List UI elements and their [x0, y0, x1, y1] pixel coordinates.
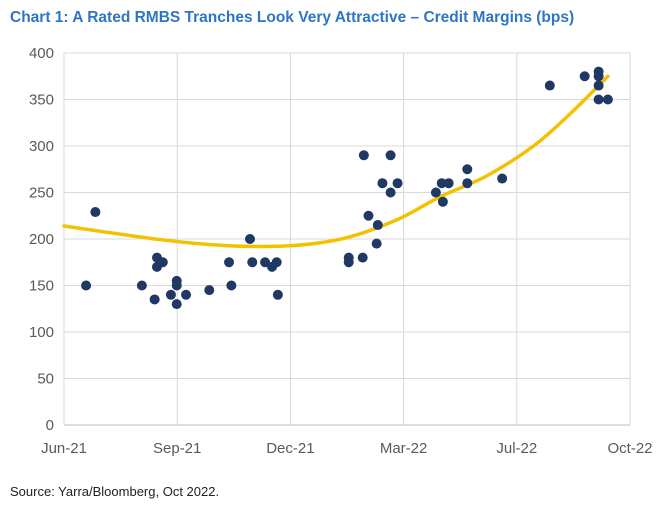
data-point: [462, 178, 473, 189]
data-point: [357, 252, 368, 263]
y-tick-label: 200: [29, 231, 54, 248]
y-tick-label: 250: [29, 185, 54, 202]
data-point: [171, 275, 182, 286]
data-point: [443, 178, 454, 189]
data-point: [149, 294, 160, 305]
data-point: [363, 210, 374, 221]
data-point: [392, 178, 403, 189]
data-point: [593, 71, 604, 82]
x-tick-label: Sep-21: [153, 440, 201, 457]
data-point: [343, 252, 354, 263]
data-point: [165, 289, 176, 300]
x-tick-label: Jun-21: [41, 440, 87, 457]
x-tick-label: Jul-22: [496, 440, 537, 457]
data-point: [244, 234, 255, 244]
data-point: [226, 280, 237, 291]
source-note: Source: Yarra/Bloomberg, Oct 2022.: [10, 484, 220, 499]
data-point: [371, 238, 382, 249]
data-point: [358, 150, 369, 161]
data-point: [430, 187, 441, 198]
data-point: [136, 280, 147, 291]
axes: [63, 53, 630, 426]
data-points-layer: [81, 66, 613, 310]
data-point: [593, 80, 604, 91]
data-point: [385, 150, 396, 161]
data-point: [81, 280, 92, 291]
y-tick-label: 50: [37, 371, 54, 388]
chart-title: Chart 1: A Rated RMBS Tranches Look Very…: [10, 9, 575, 26]
data-point: [90, 207, 101, 218]
data-point: [224, 257, 235, 268]
data-point: [497, 173, 508, 184]
x-tick-label: Oct-22: [607, 440, 652, 457]
data-point: [377, 178, 388, 189]
data-point: [385, 187, 396, 198]
y-tick-label: 100: [29, 324, 54, 341]
data-point: [181, 289, 192, 300]
y-tick-label: 400: [29, 45, 54, 62]
data-point: [272, 289, 283, 300]
trend-line-layer: [62, 74, 610, 249]
y-tick-label: 300: [29, 138, 54, 155]
y-axis-ticks: 0 50 100 150 200 250 300 350 400: [29, 45, 54, 434]
data-point: [372, 220, 383, 231]
data-point: [462, 164, 473, 175]
x-tick-label: Mar-22: [380, 440, 428, 457]
data-point: [157, 257, 168, 268]
data-point: [544, 80, 555, 91]
x-axis-ticks: Jun-21 Sep-21 Dec-21 Mar-22 Jul-22 Oct-22: [41, 440, 652, 457]
data-point: [204, 285, 215, 296]
y-tick-label: 0: [46, 417, 54, 434]
data-point: [171, 299, 182, 310]
data-point: [593, 94, 604, 105]
x-tick-label: Dec-21: [266, 440, 314, 457]
data-point: [437, 196, 448, 207]
data-point: [579, 71, 590, 82]
data-point: [436, 178, 447, 189]
y-tick-label: 350: [29, 92, 54, 109]
data-point: [271, 257, 282, 268]
y-tick-label: 150: [29, 278, 54, 295]
data-point: [247, 257, 258, 268]
trend-line: [62, 74, 610, 249]
data-point: [602, 94, 613, 105]
